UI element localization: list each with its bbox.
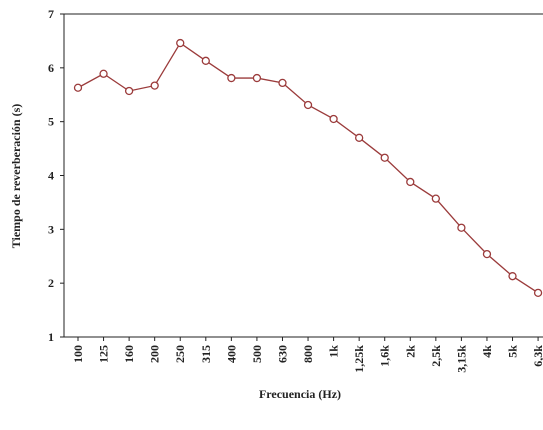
point <box>278 78 287 88</box>
point <box>508 272 517 281</box>
point <box>431 194 440 203</box>
x-tick-label: 2k <box>403 345 417 358</box>
x-tick-label: 125 <box>97 345 111 363</box>
x-tick-label: 3,15k <box>454 345 468 373</box>
x-tick-label: 400 <box>224 345 238 363</box>
point <box>303 100 313 110</box>
x-tick-label: 500 <box>250 345 264 363</box>
x-tick-label: 800 <box>301 345 315 363</box>
x-tick-label: 6,3k <box>531 345 543 367</box>
plot-frame <box>63 13 543 338</box>
point <box>201 56 210 65</box>
x-tick-label: 1,25k <box>352 345 366 373</box>
x-tick-label: 100 <box>71 345 85 363</box>
x-axis-title: Frecuencia (Hz) <box>259 387 341 401</box>
point <box>227 73 236 83</box>
series-line <box>77 42 539 294</box>
x-tick-label: 315 <box>199 345 213 363</box>
x-tick-label: 200 <box>148 345 162 363</box>
point <box>329 114 338 124</box>
x-tick-label: 1k <box>327 345 341 358</box>
point <box>73 83 83 92</box>
point <box>124 86 134 96</box>
point <box>150 81 159 90</box>
y-tick-label: 2 <box>48 276 54 290</box>
point <box>99 69 108 78</box>
point <box>533 288 543 298</box>
x-tick-label: 250 <box>173 345 187 363</box>
y-axis-title: Tiempo de reverberación (s) <box>9 104 23 249</box>
x-tick-label: 160 <box>122 345 136 363</box>
y-tick-label: 7 <box>48 7 54 21</box>
y-tick-label: 5 <box>48 115 54 129</box>
point <box>252 73 262 83</box>
point <box>380 153 389 162</box>
point <box>176 38 185 48</box>
point <box>406 177 415 187</box>
x-tick-label: 630 <box>275 345 289 363</box>
point <box>355 133 364 142</box>
y-tick-label: 6 <box>48 61 54 75</box>
x-tick-label: 2,5k <box>429 345 443 367</box>
y-tick-label: 4 <box>48 169 54 183</box>
point <box>482 249 492 259</box>
x-tick-label: 4k <box>480 345 494 358</box>
x-tick-label: 1,6k <box>378 345 392 367</box>
x-tick-label: 5k <box>506 345 520 358</box>
y-tick-label: 1 <box>48 330 54 344</box>
point <box>457 223 466 232</box>
y-tick-label: 3 <box>48 222 54 236</box>
